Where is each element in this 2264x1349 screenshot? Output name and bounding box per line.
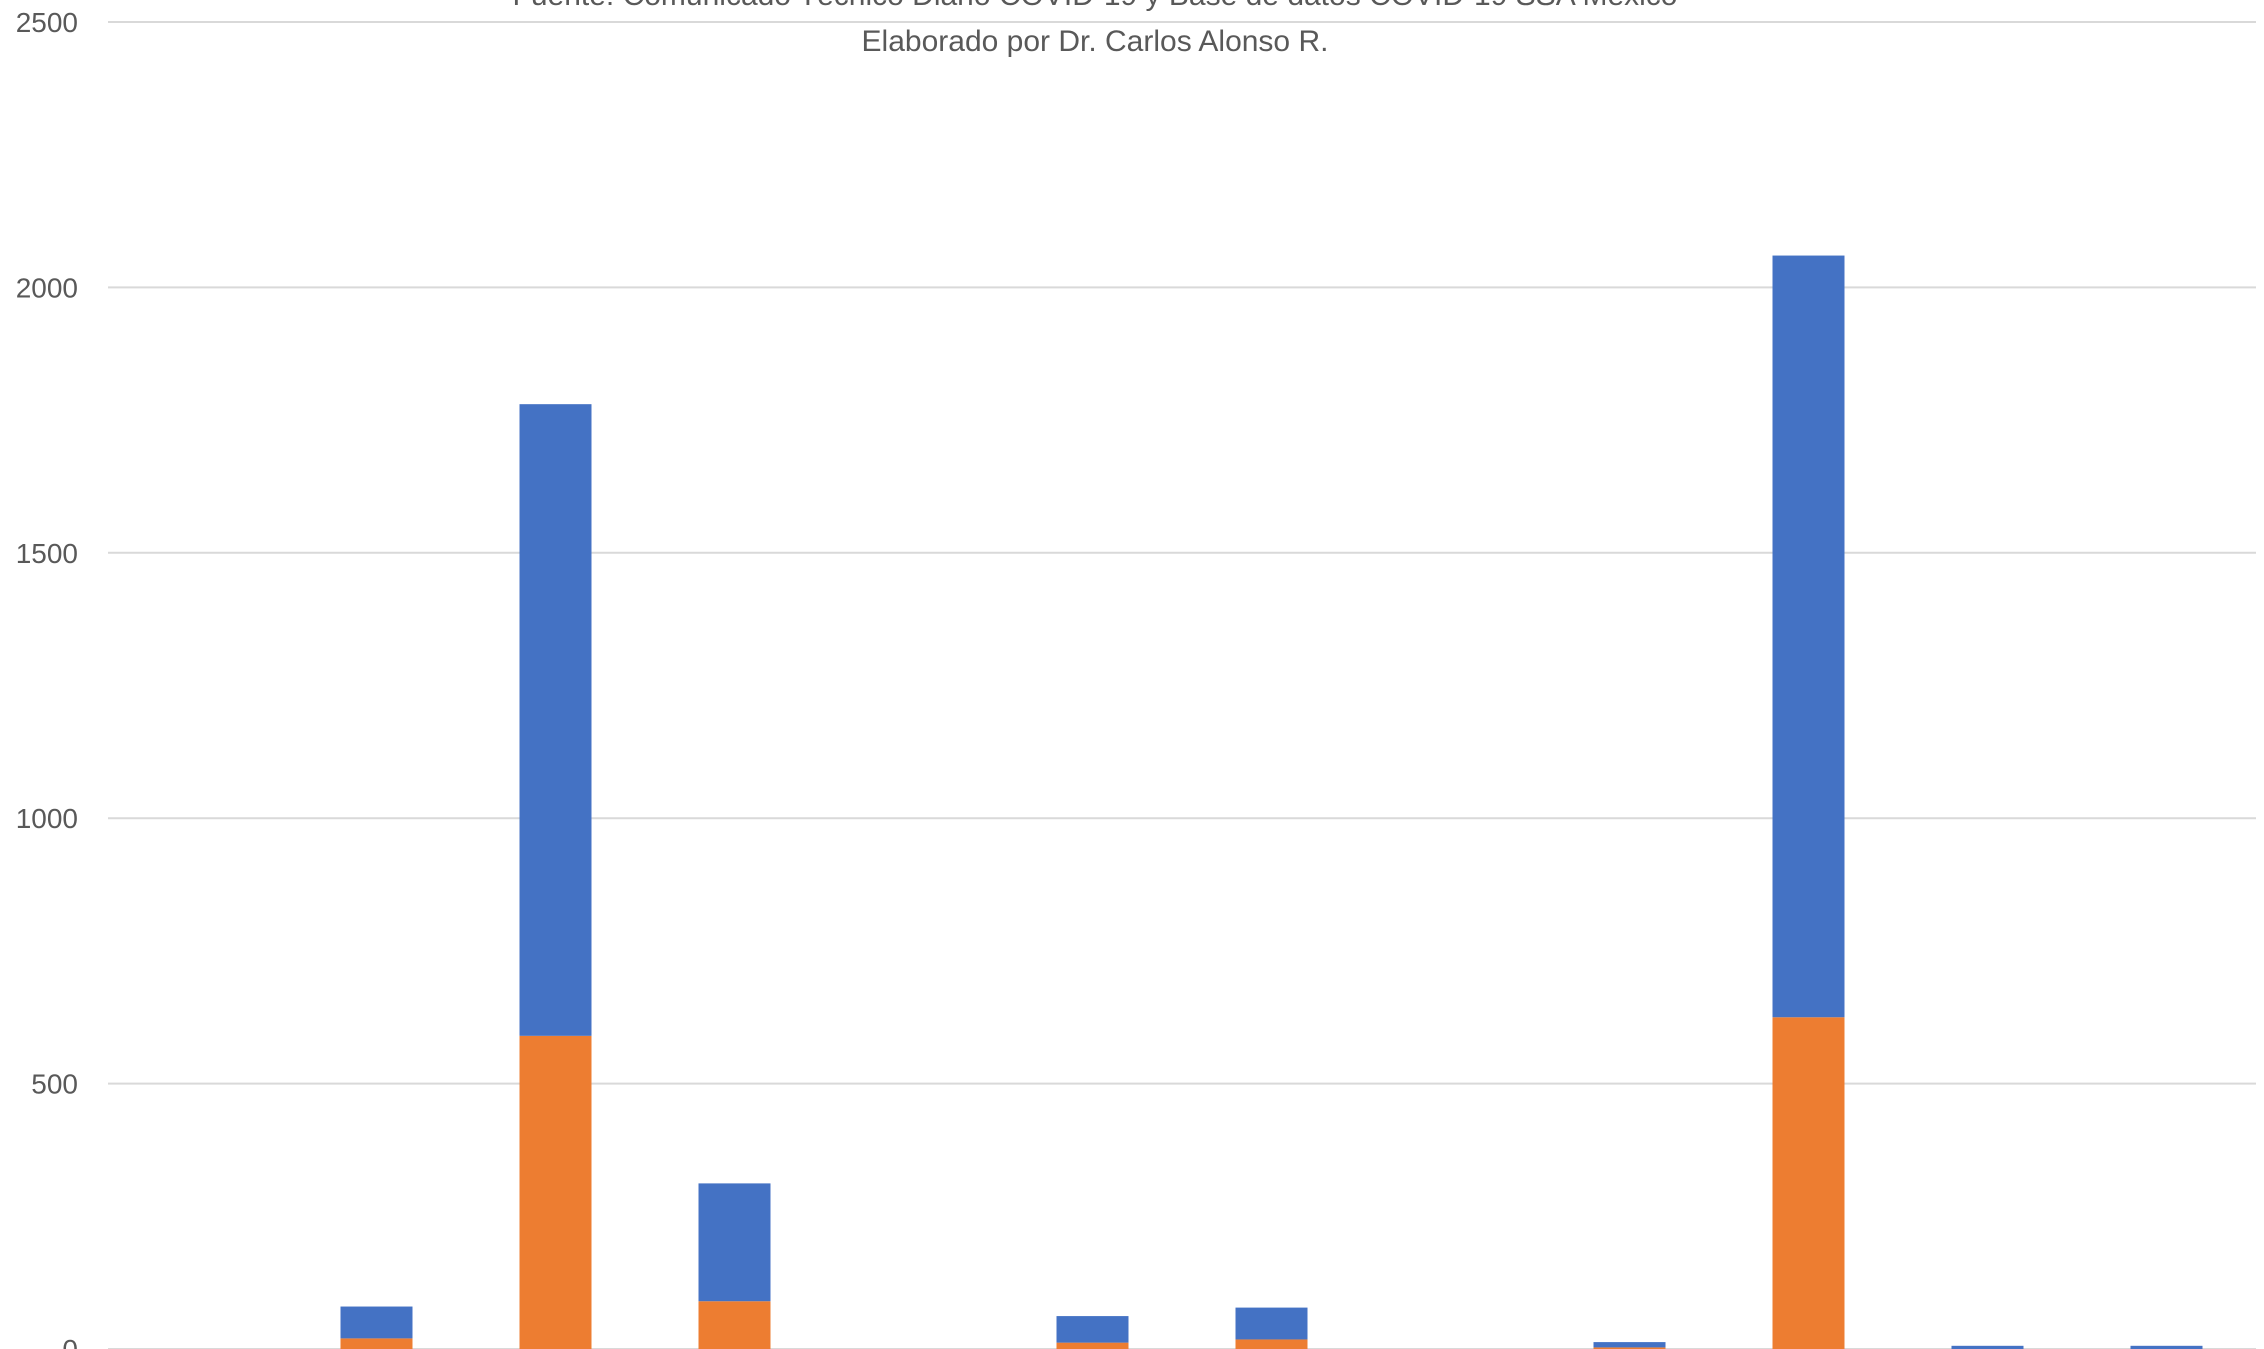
- y-tick-label: 500: [31, 1069, 78, 1100]
- bar-segment-series-1-cat-9: [1593, 1347, 1666, 1349]
- y-tick-label: 2500: [16, 7, 78, 38]
- chart-subtitle: Fuente: Comunicado Técnico Diario COVID-…: [513, 0, 1678, 58]
- bar-segment-series-1-cat-10: [1772, 1017, 1845, 1349]
- subtitle-line-1: Fuente: Comunicado Técnico Diario COVID-…: [513, 0, 1678, 12]
- y-tick-label: 1000: [16, 803, 78, 834]
- bar-segment-series-1-cat-4: [698, 1301, 771, 1349]
- bar-segment-series-2-cat-11: [1951, 1345, 2024, 1349]
- bar-segment-series-1-cat-6: [1056, 1342, 1129, 1349]
- bar-segment-series-2-cat-9: [1593, 1342, 1666, 1348]
- bar-segment-series-2-cat-2: [340, 1306, 413, 1339]
- bar-segment-series-2-cat-10: [1772, 255, 1845, 1018]
- y-axis-ticks: 0 500 1000 1500 2000 2500: [16, 7, 78, 1349]
- y-tick-label: 2000: [16, 272, 78, 303]
- bar-segment-series-2-cat-4: [698, 1183, 771, 1302]
- subtitle-line-2: Elaborado por Dr. Carlos Alonso R.: [862, 25, 1329, 58]
- y-tick-label: 0: [62, 1334, 78, 1349]
- bar-segment-series-2-cat-6: [1056, 1316, 1129, 1343]
- gridlines: [108, 21, 2256, 1349]
- bar-segment-series-1-cat-2: [340, 1338, 413, 1349]
- bar-segment-series-1-cat-3: [519, 1035, 592, 1349]
- bar-segment-series-2-cat-7: [1235, 1307, 1308, 1340]
- bars: [340, 255, 2203, 1349]
- bar-segment-series-2-cat-3: [519, 404, 592, 1036]
- y-tick-label: 1500: [16, 538, 78, 569]
- bar-segment-series-1-cat-7: [1235, 1339, 1308, 1349]
- bar-segment-series-2-cat-12: [2130, 1345, 2203, 1349]
